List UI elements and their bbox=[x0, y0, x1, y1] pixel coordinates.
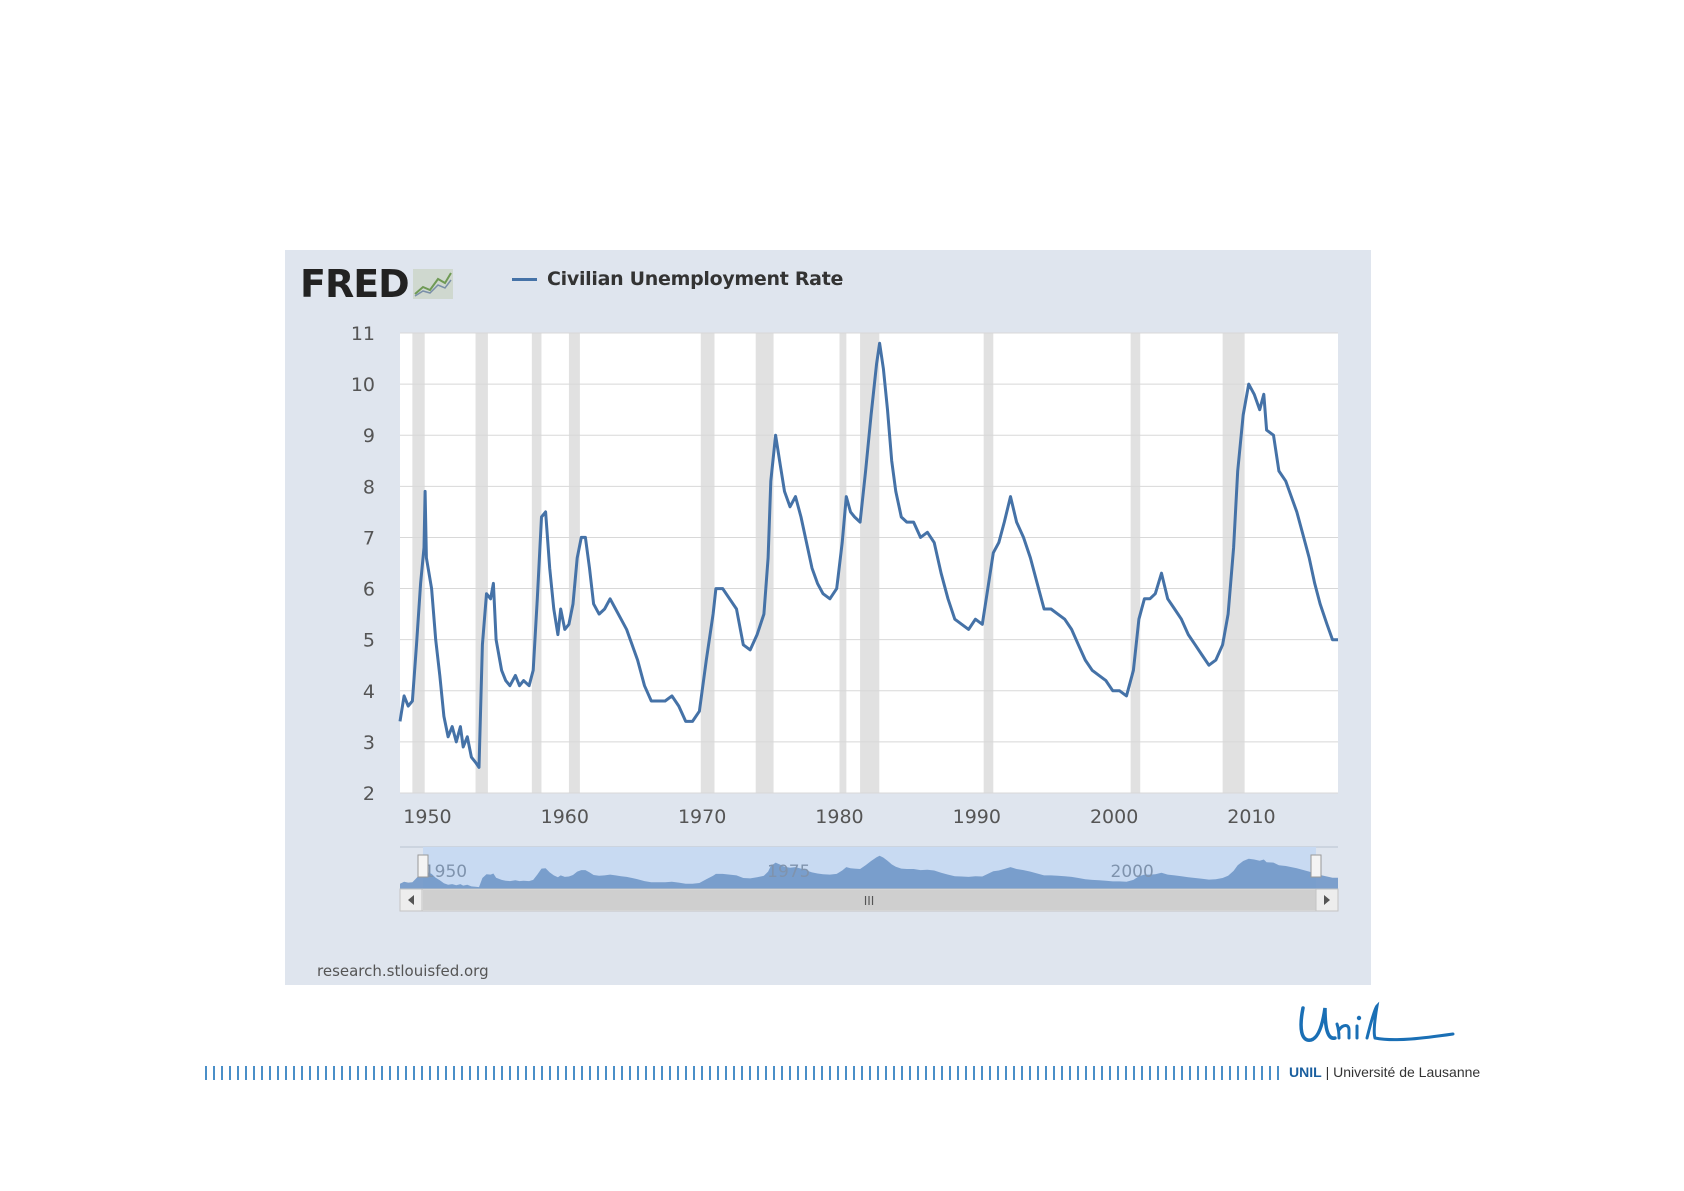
navigator-label: 1950 bbox=[424, 862, 467, 882]
series-line[interactable] bbox=[398, 341, 1338, 769]
unil-full-name: Université de Lausanne bbox=[1333, 1064, 1481, 1080]
x-tick-label: 1970 bbox=[678, 806, 726, 828]
y-tick-label: 11 bbox=[351, 323, 375, 345]
recession-band bbox=[983, 333, 994, 793]
y-tick-label: 6 bbox=[363, 579, 375, 601]
y-tick-label: 9 bbox=[363, 425, 375, 447]
y-tick-label: 3 bbox=[363, 732, 375, 754]
fred-logo[interactable]: FRED bbox=[300, 264, 453, 304]
unil-signature-logo bbox=[1299, 1001, 1455, 1042]
unil-wordmark: UNIL | Université de Lausanne bbox=[1289, 1064, 1480, 1080]
recession-band bbox=[755, 333, 774, 793]
x-tick-label: 1980 bbox=[815, 806, 863, 828]
trend-chart-icon bbox=[412, 269, 453, 299]
footer-tick-rule bbox=[205, 1066, 1285, 1080]
recession-band bbox=[860, 333, 880, 793]
scroll-left-arrow-icon bbox=[408, 895, 414, 905]
scrollbar-thumb[interactable] bbox=[423, 890, 1316, 910]
x-tick-label: 1990 bbox=[953, 806, 1001, 828]
recession-band bbox=[475, 333, 488, 793]
scroll-right-arrow-icon bbox=[1324, 895, 1330, 905]
recession-band bbox=[531, 333, 542, 793]
scrollbar-grip: III bbox=[864, 894, 875, 908]
y-tick-labels: 2 3 4 5 6 7 8 9 10 11 bbox=[351, 323, 375, 805]
navigator-area bbox=[400, 855, 1338, 889]
recession-band bbox=[568, 333, 580, 793]
y-tick-label: 10 bbox=[351, 374, 375, 396]
x-tick-label: 2010 bbox=[1227, 806, 1275, 828]
navigator-left-handle[interactable] bbox=[417, 854, 429, 878]
grid-lines bbox=[400, 332, 1338, 794]
y-tick-label: 8 bbox=[363, 476, 375, 498]
y-tick-label: 4 bbox=[363, 681, 375, 703]
unil-separator: | bbox=[1325, 1064, 1330, 1080]
y-tick-label: 2 bbox=[363, 783, 375, 805]
legend-swatch bbox=[512, 277, 537, 281]
recession-band bbox=[839, 333, 847, 793]
x-tick-label: 1960 bbox=[541, 806, 589, 828]
series-layer bbox=[398, 341, 1338, 769]
unil-short: UNIL bbox=[1289, 1064, 1322, 1080]
recession-band bbox=[700, 333, 715, 793]
chart-legend[interactable]: Civilian Unemployment Rate bbox=[512, 268, 843, 290]
navigator-labels: 1950 1975 2000 bbox=[424, 862, 1154, 882]
navigator-right-handle[interactable] bbox=[1310, 854, 1322, 878]
navigator[interactable]: 1950 1975 2000 bbox=[400, 846, 1338, 889]
x-tick-label: 1950 bbox=[403, 806, 451, 828]
y-tick-label: 5 bbox=[363, 630, 375, 652]
legend-label: Civilian Unemployment Rate bbox=[547, 268, 844, 290]
fred-logo-text: FRED bbox=[300, 262, 410, 306]
navigator-label: 2000 bbox=[1111, 862, 1154, 882]
x-tick-label: 2000 bbox=[1090, 806, 1138, 828]
scrollbar[interactable]: III bbox=[399, 888, 1339, 912]
source-credit[interactable]: research.stlouisfed.org bbox=[317, 962, 489, 980]
x-tick-labels: 1950 1960 1970 1980 1990 2000 2010 bbox=[403, 806, 1275, 828]
navigator-label: 1975 bbox=[767, 862, 810, 882]
recession-band bbox=[1130, 333, 1141, 793]
y-tick-label: 7 bbox=[363, 527, 375, 549]
